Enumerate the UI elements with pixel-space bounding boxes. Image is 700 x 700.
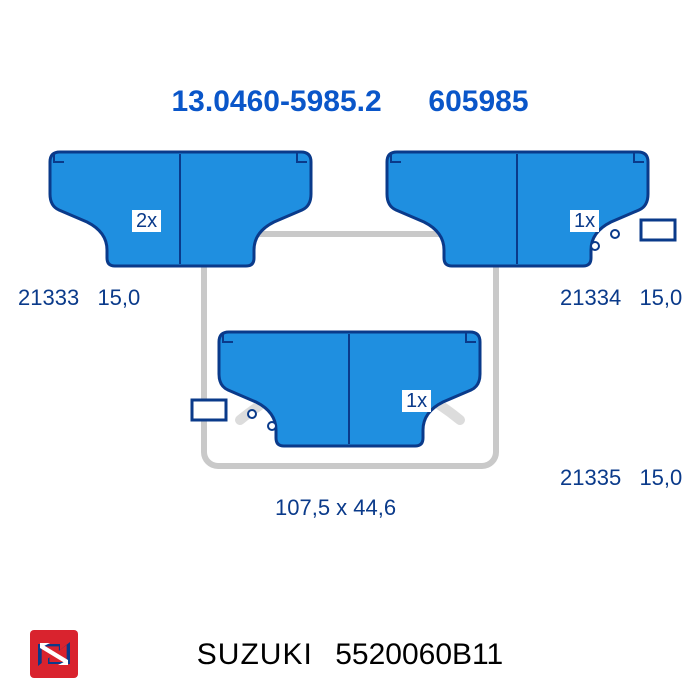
pad2-label: 21334 15,0 [560, 285, 682, 311]
pad1-code: 21333 [18, 285, 79, 310]
qty-badge-2: 1x [570, 210, 599, 232]
ref-primary: 13.0460-5985.2 [172, 85, 382, 118]
dimension-text: 107,5 x 44,6 [275, 495, 396, 521]
brake-pad-2 [385, 150, 685, 268]
pad2-code: 21334 [560, 285, 621, 310]
diagram-canvas: ATE 13.0460-5985.2 605985 2x 21333 15,0 [0, 0, 700, 700]
pad1-val: 15,0 [97, 285, 140, 310]
pad1-label: 21333 15,0 [18, 285, 140, 311]
pad3-label: 21335 15,0 [560, 465, 682, 491]
header-refs: 13.0460-5985.2 605985 [0, 85, 700, 119]
pad3-val: 15,0 [639, 465, 682, 490]
footer: SUZUKI 5520060B11 [0, 638, 700, 672]
brand-name: SUZUKI [197, 638, 313, 671]
pad2-val: 15,0 [639, 285, 682, 310]
part-number: 5520060B11 [335, 638, 503, 671]
ref-secondary: 605985 [428, 85, 528, 118]
qty-badge-1: 2x [132, 210, 161, 232]
pad3-code: 21335 [560, 465, 621, 490]
brake-pad-1 [48, 150, 313, 268]
qty-badge-3: 1x [402, 390, 431, 412]
brake-pad-3 [182, 330, 482, 448]
